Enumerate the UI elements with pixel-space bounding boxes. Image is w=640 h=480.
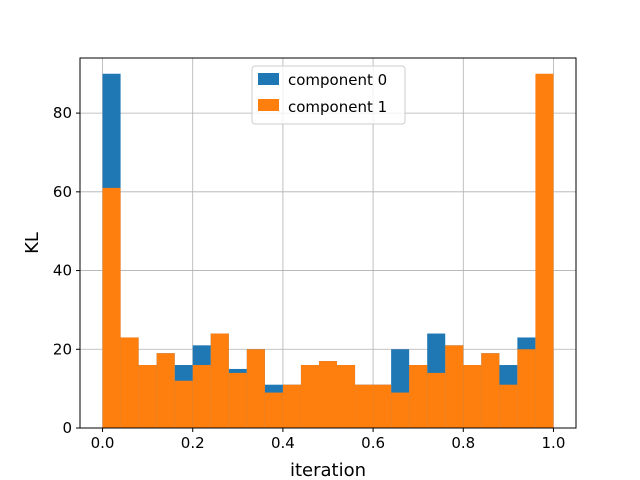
bar-component-1-bin-6 <box>210 333 229 428</box>
bar-component-1-bin-8 <box>246 349 265 428</box>
legend-label-component-0: component 0 <box>288 71 387 89</box>
ticks: 0.0 0.2 0.4 0.6 0.8 1.0 0 20 40 60 80 <box>53 104 565 452</box>
bar-component-1-bin-4 <box>174 380 193 428</box>
bar-component-1-bin-7 <box>228 372 247 428</box>
x-tick-label: 1.0 <box>542 434 566 452</box>
legend-swatch-component-1 <box>258 99 279 111</box>
x-tick-label: 0.0 <box>91 434 115 452</box>
x-tick-label: 0.8 <box>451 434 475 452</box>
bar-component-1-bin-11 <box>300 365 319 428</box>
bar-component-1-bin-22 <box>499 384 518 428</box>
bar-component-1-bin-12 <box>318 361 338 428</box>
bar-component-1-bin-16 <box>391 392 410 428</box>
x-axis-label: iteration <box>290 460 366 480</box>
legend: component 0 component 1 <box>251 65 406 125</box>
bar-component-1-bin-17 <box>409 365 428 428</box>
bar-component-1-bin-1 <box>120 337 139 428</box>
y-tick-label: 80 <box>53 104 72 122</box>
x-tick-label: 0.6 <box>361 434 385 452</box>
y-tick-label: 0 <box>62 419 72 437</box>
bars <box>102 73 554 428</box>
bar-component-1-bin-2 <box>138 365 157 428</box>
x-tick-label: 0.4 <box>271 434 295 452</box>
bar-component-1-bin-24 <box>535 73 554 428</box>
y-axis-label: KL <box>22 232 43 254</box>
bar-component-1-bin-19 <box>445 345 464 428</box>
bar-component-1-bin-21 <box>481 353 500 428</box>
y-tick-label: 60 <box>53 183 72 201</box>
legend-swatch-component-0 <box>258 73 279 85</box>
bar-component-1-bin-9 <box>264 392 283 428</box>
legend-box <box>251 65 406 125</box>
bar-component-1-bin-15 <box>373 384 392 428</box>
bar-component-1-bin-10 <box>282 384 301 428</box>
plot-frame <box>79 57 577 429</box>
bar-component-1-bin-3 <box>156 353 175 428</box>
y-tick-label: 20 <box>53 340 72 358</box>
bar-component-1-bin-20 <box>463 365 482 428</box>
legend-label-component-1: component 1 <box>288 98 387 116</box>
y-tick-label: 40 <box>53 262 72 280</box>
bar-component-1-bin-14 <box>355 384 374 428</box>
bar-component-1-bin-5 <box>192 365 211 428</box>
bar-component-1-bin-18 <box>427 372 446 428</box>
bar-component-1-bin-0 <box>102 187 121 428</box>
bar-component-1-bin-13 <box>337 365 356 428</box>
bar-component-1-bin-23 <box>517 349 536 428</box>
x-tick-label: 0.2 <box>181 434 205 452</box>
